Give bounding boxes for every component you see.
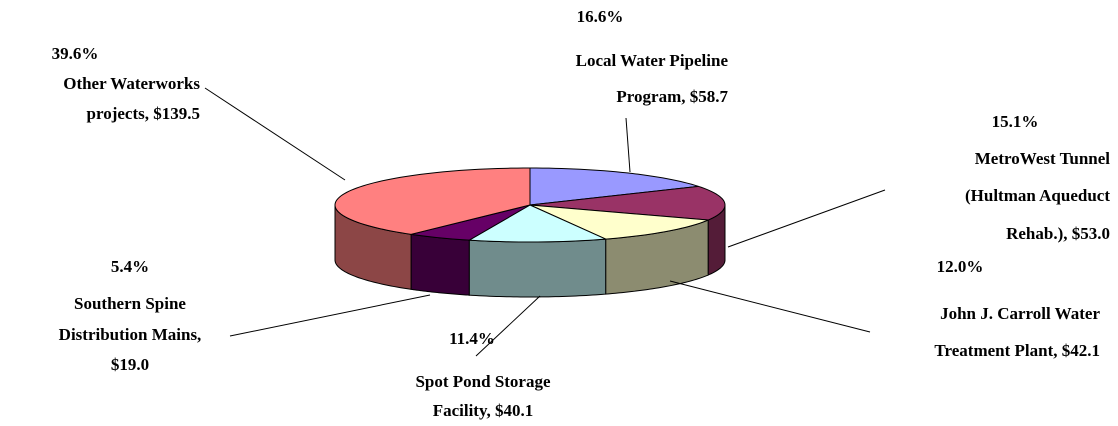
- slice-label: projects, $139.5: [87, 104, 200, 123]
- pie-slice: [467, 204, 606, 243]
- percent-label: 11.4%: [449, 329, 495, 348]
- pie-slice: [334, 167, 531, 235]
- slice-label: (Hultman Aqueduct: [965, 186, 1110, 205]
- percent-label: 16.6%: [577, 7, 624, 26]
- leader-line: [229, 294, 431, 337]
- pie-slice: [529, 167, 699, 206]
- slice-label: Southern Spine: [74, 294, 186, 313]
- pie-slice: [529, 185, 726, 221]
- slice-label: Local Water Pipeline: [576, 51, 729, 70]
- leader-line: [727, 189, 886, 248]
- slice-label: Spot Pond Storage: [415, 372, 551, 391]
- leader-line: [669, 280, 871, 333]
- pie-slice: [410, 204, 531, 241]
- slice-label: Treatment Plant, $42.1: [934, 341, 1100, 360]
- percent-label: 15.1%: [992, 112, 1039, 131]
- percent-label: 12.0%: [937, 257, 984, 276]
- slice-label: MetroWest Tunnel: [975, 149, 1111, 168]
- slice-side: [410, 233, 470, 296]
- percent-label: 5.4%: [111, 257, 149, 276]
- slice-label: John J. Carroll Water: [940, 304, 1100, 323]
- leader-line: [625, 117, 631, 173]
- percent-label: 39.6%: [52, 44, 99, 63]
- slice-label: Other Waterworks: [63, 74, 200, 93]
- leader-line: [475, 295, 541, 357]
- slice-label: Rehab.), $53.0: [1006, 224, 1110, 243]
- slice-label: $19.0: [111, 355, 149, 374]
- slice-side: [468, 238, 607, 298]
- slice-label: Distribution Mains,: [59, 325, 202, 344]
- pie-slice: [529, 204, 709, 240]
- slice-label: Facility, $40.1: [433, 401, 534, 420]
- leader-line: [204, 87, 346, 181]
- slice-label: Program, $58.7: [616, 87, 728, 106]
